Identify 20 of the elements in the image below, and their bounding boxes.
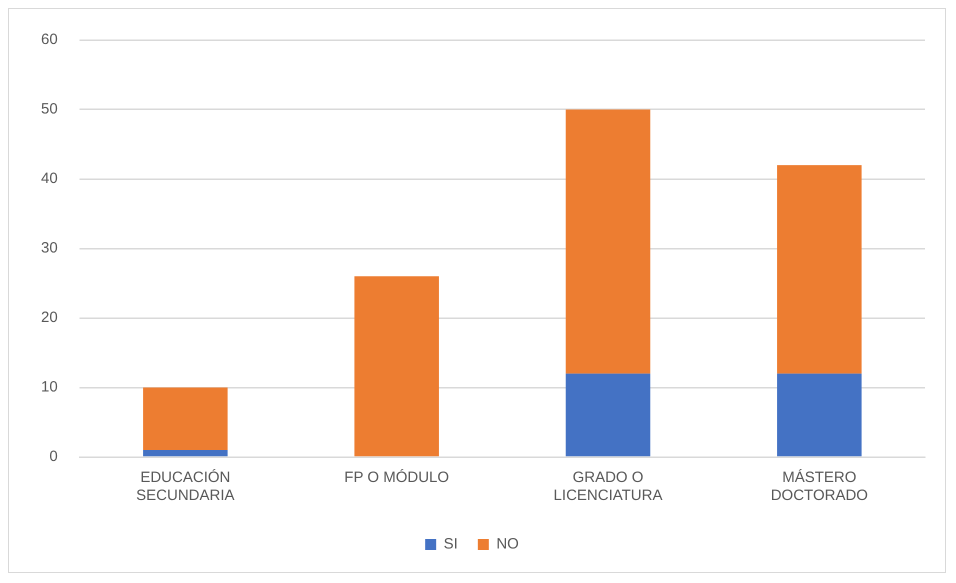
bar bbox=[354, 276, 439, 456]
bar bbox=[777, 374, 862, 456]
y-tick-label: 20 bbox=[40, 309, 58, 326]
bar bbox=[777, 165, 862, 374]
y-tick-label: 50 bbox=[40, 100, 58, 118]
bar bbox=[566, 374, 650, 456]
x-tick-label: EDUCACIÓN SECUNDARIA bbox=[136, 468, 235, 504]
legend-label: SI bbox=[444, 536, 458, 553]
y-tick-label: 10 bbox=[40, 378, 58, 396]
y-tick-label: 0 bbox=[49, 448, 58, 466]
x-tick-label: FP O MÓDULO bbox=[344, 468, 450, 486]
y-tick-label: 60 bbox=[40, 31, 58, 48]
x-tick-label: MÁSTERO DOCTORADO bbox=[770, 468, 868, 504]
y-tick-label: 30 bbox=[40, 240, 58, 257]
y-tick-label: 40 bbox=[40, 170, 58, 188]
x-tick-label: GRADO O LICENCIATURA bbox=[554, 469, 662, 504]
bar bbox=[566, 110, 650, 374]
legend-label: NO bbox=[496, 536, 519, 553]
bar bbox=[143, 388, 228, 450]
bar bbox=[143, 450, 228, 456]
